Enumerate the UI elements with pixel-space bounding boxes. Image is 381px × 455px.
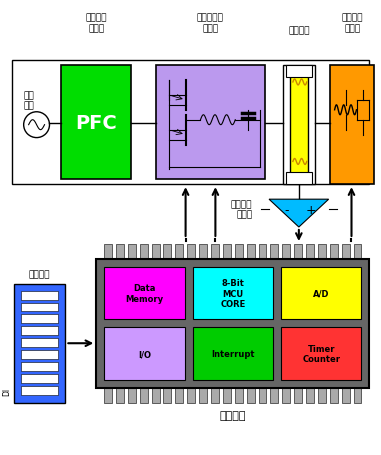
Text: 調光介面: 調光介面 xyxy=(29,270,50,278)
Bar xyxy=(128,388,136,403)
Bar xyxy=(290,73,308,180)
Text: 熒光燈管: 熒光燈管 xyxy=(288,27,310,36)
Bar xyxy=(318,244,326,259)
Bar xyxy=(192,328,273,380)
Bar xyxy=(247,244,255,259)
Bar xyxy=(271,388,279,403)
Text: 微處理器: 微處理器 xyxy=(219,410,246,420)
Bar xyxy=(21,350,58,359)
Bar xyxy=(354,388,362,403)
Bar xyxy=(96,259,369,388)
Bar xyxy=(128,244,136,259)
Bar xyxy=(258,388,266,403)
Bar xyxy=(235,244,243,259)
Bar xyxy=(342,388,350,403)
Bar xyxy=(61,66,131,180)
Bar xyxy=(223,388,231,403)
Bar xyxy=(294,244,302,259)
Bar xyxy=(354,244,362,259)
Bar xyxy=(21,362,58,371)
Bar xyxy=(104,388,112,403)
Bar xyxy=(211,388,219,403)
Bar xyxy=(116,388,124,403)
Text: I/O: I/O xyxy=(138,349,151,359)
Bar xyxy=(140,244,148,259)
Bar xyxy=(140,388,148,403)
Bar xyxy=(283,66,315,185)
Bar xyxy=(21,374,58,383)
Bar xyxy=(258,244,266,259)
Bar xyxy=(330,244,338,259)
Text: A/D: A/D xyxy=(313,289,330,298)
Text: 串聯共振式
換流器: 串聯共振式 換流器 xyxy=(197,14,224,33)
Bar xyxy=(282,388,290,403)
Bar xyxy=(286,173,312,185)
Bar xyxy=(187,244,195,259)
Text: Timer
Counter: Timer Counter xyxy=(302,344,340,364)
Bar xyxy=(187,388,195,403)
Bar xyxy=(21,327,58,335)
Bar xyxy=(192,267,273,320)
Bar xyxy=(294,388,302,403)
Bar xyxy=(152,244,160,259)
Bar xyxy=(199,388,207,403)
Text: -: - xyxy=(285,203,289,216)
Bar xyxy=(12,61,369,185)
Bar xyxy=(271,244,279,259)
Bar xyxy=(163,388,171,403)
Text: +: + xyxy=(306,203,316,216)
Text: Data
Memory: Data Memory xyxy=(125,284,163,303)
Bar xyxy=(247,388,255,403)
Bar xyxy=(21,291,58,300)
Bar xyxy=(163,244,171,259)
Bar xyxy=(318,388,326,403)
Bar xyxy=(116,244,124,259)
Bar xyxy=(104,267,185,320)
Bar xyxy=(14,284,66,403)
Bar xyxy=(235,388,243,403)
Bar xyxy=(223,244,231,259)
Text: Interrupt: Interrupt xyxy=(211,349,255,359)
Text: PFC: PFC xyxy=(75,114,117,133)
Bar xyxy=(211,244,219,259)
Text: 燈絲溫度
量測器: 燈絲溫度 量測器 xyxy=(231,200,252,219)
Bar xyxy=(330,388,338,403)
Bar xyxy=(342,244,350,259)
Text: DI: DI xyxy=(2,387,11,395)
Bar xyxy=(199,244,207,259)
Bar xyxy=(21,315,58,324)
Polygon shape xyxy=(269,200,329,228)
Text: 交流
電源: 交流 電源 xyxy=(23,91,34,110)
Bar xyxy=(21,386,58,395)
Bar xyxy=(152,388,160,403)
Bar xyxy=(21,303,58,312)
Text: 主動功因
調整器: 主動功因 調整器 xyxy=(85,14,107,33)
Bar xyxy=(306,388,314,403)
Bar xyxy=(281,328,362,380)
Bar xyxy=(281,267,362,320)
Bar xyxy=(21,339,58,348)
Bar xyxy=(104,328,185,380)
Bar xyxy=(175,388,183,403)
Bar xyxy=(104,244,112,259)
Bar xyxy=(330,66,375,185)
Bar xyxy=(286,66,312,78)
Bar xyxy=(306,244,314,259)
Bar xyxy=(156,66,265,180)
Text: 8-Bit
MCU
CORE: 8-Bit MCU CORE xyxy=(220,278,245,308)
Bar xyxy=(282,244,290,259)
Text: 燾光電流
消除器: 燾光電流 消除器 xyxy=(342,14,363,33)
Bar xyxy=(175,244,183,259)
